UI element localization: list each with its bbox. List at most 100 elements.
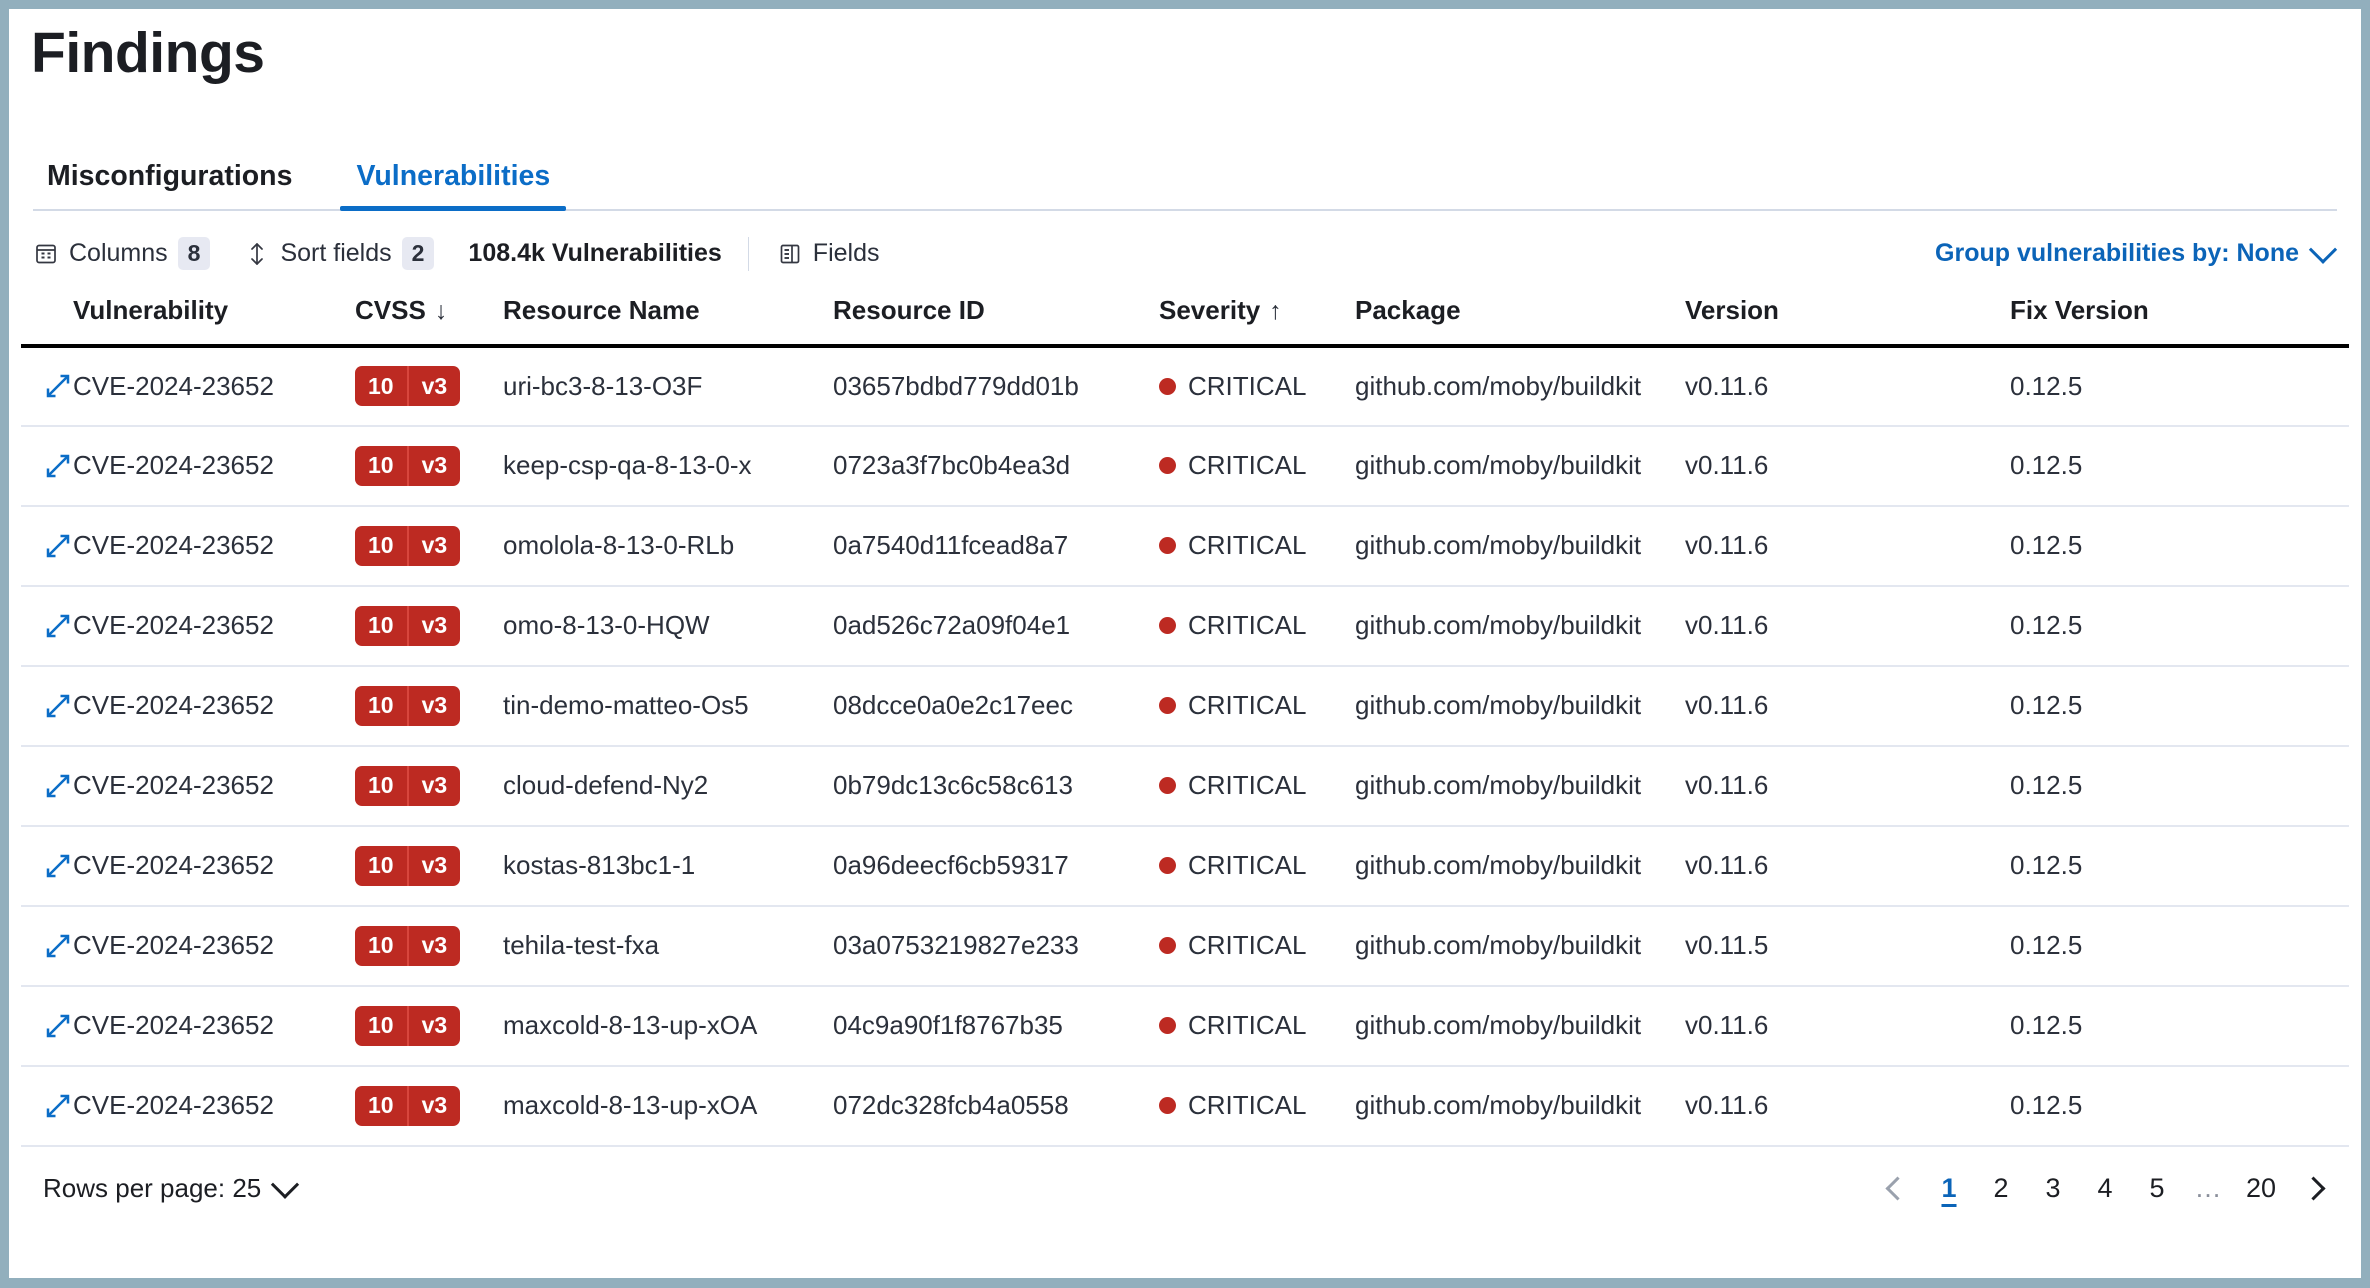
table-row[interactable]: CVE-2024-23652 10 v3 omo-8-13-0-HQW 0ad526c7… xyxy=(21,585,2349,667)
table-body: CVE-2024-23652 10 v3 uri-bc3-8-13-O3F 03657b… xyxy=(21,345,2349,1147)
columns-label: Columns xyxy=(69,239,168,268)
table-row[interactable]: CVE-2024-23652 10 v3 maxcold-8-13-up-xOA 04c… xyxy=(21,985,2349,1067)
table-row[interactable]: CVE-2024-23652 10 v3 cloud-defend-Ny2 0b79dc… xyxy=(21,745,2349,827)
group-vulnerabilities-by-dropdown[interactable]: Group vulnerabilities by: None xyxy=(1935,235,2338,268)
severity-label: CRITICAL xyxy=(1188,370,1307,401)
expand-row-cell[interactable] xyxy=(21,505,73,587)
page-number-1[interactable]: 1 xyxy=(1941,1173,1957,1204)
cell-version: v0.11.6 xyxy=(1685,825,2010,907)
cell-vulnerability: CVE-2024-23652 xyxy=(73,985,355,1067)
page-number-3[interactable]: 3 xyxy=(2045,1173,2061,1204)
status-badge: CRITICAL xyxy=(1159,1090,1355,1121)
resource-name: maxcold-8-13-up-xOA xyxy=(503,1090,758,1121)
table-row[interactable]: CVE-2024-23652 10 v3 tin-demo-matteo-Os5 08d… xyxy=(21,665,2349,747)
resource-name: uri-bc3-8-13-O3F xyxy=(503,370,703,401)
col-header-severity[interactable]: Severity ↑ xyxy=(1159,290,1355,348)
rows-per-page-dropdown[interactable]: Rows per page: 25 xyxy=(33,1170,300,1204)
cell-vulnerability: CVE-2024-23652 xyxy=(73,905,355,987)
page-number-5[interactable]: 5 xyxy=(2149,1173,2165,1204)
cell-resource-name: maxcold-8-13-up-xOA xyxy=(503,985,833,1067)
expand-row-cell[interactable] xyxy=(21,825,73,907)
previous-page-button[interactable] xyxy=(1873,1163,1921,1215)
cvss-badge: 10 v3 xyxy=(355,366,461,407)
expand-row-cell[interactable] xyxy=(21,905,73,987)
col-header-fix-version[interactable]: Fix Version xyxy=(2010,290,2349,348)
col-header-resource-name-label: Resource Name xyxy=(503,294,700,325)
page-number-2[interactable]: 2 xyxy=(1993,1173,2009,1204)
cell-fix-version: 0.12.5 xyxy=(2010,905,2349,987)
status-badge: CRITICAL xyxy=(1159,610,1355,641)
severity-dot-icon xyxy=(1159,1097,1176,1115)
expand-icon[interactable] xyxy=(43,451,73,481)
severity-label: CRITICAL xyxy=(1188,530,1307,561)
col-header-severity-label: Severity xyxy=(1159,294,1261,325)
cell-severity: CRITICAL xyxy=(1159,585,1355,667)
expand-icon[interactable] xyxy=(43,531,73,561)
expand-row-cell[interactable] xyxy=(21,585,73,667)
tab-misconfigurations[interactable]: Misconfigurations xyxy=(31,160,308,211)
expand-icon[interactable] xyxy=(43,1011,73,1041)
cvss-score: 10 xyxy=(368,1092,394,1119)
col-header-resource-id[interactable]: Resource ID xyxy=(833,290,1159,348)
col-header-package[interactable]: Package xyxy=(1355,290,1685,348)
pagination: 1 2 3 4 5 … 20 xyxy=(1873,1163,2337,1215)
col-header-vulnerability[interactable]: Vulnerability xyxy=(73,290,355,348)
cell-vulnerability: CVE-2024-23652 xyxy=(73,585,355,667)
expand-row-cell[interactable] xyxy=(21,425,73,507)
resource-id: 0a7540d11fcead8a7 xyxy=(833,530,1069,561)
page-number-20[interactable]: 20 xyxy=(2245,1173,2277,1204)
cvss-version: v3 xyxy=(406,1005,461,1046)
columns-button[interactable]: Columns 8 xyxy=(33,236,211,271)
expand-row-cell[interactable] xyxy=(21,665,73,747)
table-row[interactable]: CVE-2024-23652 10 v3 maxcold-8-13-up-xOA 072… xyxy=(21,1065,2349,1147)
col-header-vulnerability-label: Vulnerability xyxy=(73,294,229,325)
vulnerability-id: CVE-2024-23652 xyxy=(73,1090,274,1121)
fields-button[interactable]: Fields xyxy=(777,239,879,268)
page-number-4[interactable]: 4 xyxy=(2097,1173,2113,1204)
resource-name: maxcold-8-13-up-xOA xyxy=(503,1010,758,1041)
version-value: v0.11.6 xyxy=(1685,1090,1769,1121)
cvss-badge: 10 v3 xyxy=(355,605,461,646)
cvss-score: 10 xyxy=(368,372,394,399)
cell-fix-version: 0.12.5 xyxy=(2010,345,2349,427)
expand-icon[interactable] xyxy=(43,1091,73,1121)
cell-package: github.com/moby/buildkit xyxy=(1355,425,1685,507)
expand-icon[interactable] xyxy=(43,691,73,721)
col-header-cvss[interactable]: CVSS ↓ xyxy=(355,290,503,348)
expand-row-cell[interactable] xyxy=(21,985,73,1067)
table-row[interactable]: CVE-2024-23652 10 v3 keep-csp-qa-8-13-0-x 07… xyxy=(21,425,2349,507)
table-row[interactable]: CVE-2024-23652 10 v3 kostas-813bc1-1 0a96dee… xyxy=(21,825,2349,907)
cvss-badge: 10 v3 xyxy=(355,1085,461,1126)
resource-id: 0ad526c72a09f04e1 xyxy=(833,610,1071,641)
cell-cvss: 10 v3 xyxy=(355,505,503,587)
expand-icon[interactable] xyxy=(43,931,73,961)
version-value: v0.11.6 xyxy=(1685,850,1769,881)
expand-icon[interactable] xyxy=(43,371,73,401)
expand-icon[interactable] xyxy=(43,851,73,881)
expand-row-cell[interactable] xyxy=(21,745,73,827)
expand-row-cell[interactable] xyxy=(21,1065,73,1147)
cell-severity: CRITICAL xyxy=(1159,825,1355,907)
cell-fix-version: 0.12.5 xyxy=(2010,425,2349,507)
col-header-version[interactable]: Version xyxy=(1685,290,2010,348)
expand-row-cell[interactable] xyxy=(21,345,73,427)
table-row[interactable]: CVE-2024-23652 10 v3 uri-bc3-8-13-O3F 03657b… xyxy=(21,345,2349,427)
expand-icon[interactable] xyxy=(43,771,73,801)
table-row[interactable]: CVE-2024-23652 10 v3 tehila-test-fxa 03a0753… xyxy=(21,905,2349,987)
rows-per-page-label: Rows per page: 25 xyxy=(43,1173,262,1204)
table-row[interactable]: CVE-2024-23652 10 v3 omolola-8-13-0-RLb 0a75… xyxy=(21,505,2349,587)
expand-icon[interactable] xyxy=(43,611,73,641)
cvss-version: v3 xyxy=(406,845,461,886)
cell-resource-name: omolola-8-13-0-RLb xyxy=(503,505,833,587)
severity-dot-icon xyxy=(1159,697,1176,715)
cell-resource-id: 03a0753219827e233 xyxy=(833,905,1159,987)
col-header-resource-name[interactable]: Resource Name xyxy=(503,290,833,348)
sort-fields-button[interactable]: Sort fields 2 xyxy=(244,236,435,271)
col-header-expand xyxy=(21,290,73,348)
cell-resource-name: maxcold-8-13-up-xOA xyxy=(503,1065,833,1147)
cell-fix-version: 0.12.5 xyxy=(2010,1065,2349,1147)
cell-vulnerability: CVE-2024-23652 xyxy=(73,505,355,587)
tab-vulnerabilities[interactable]: Vulnerabilities xyxy=(340,160,566,211)
cell-package: github.com/moby/buildkit xyxy=(1355,985,1685,1067)
next-page-button[interactable] xyxy=(2289,1163,2337,1215)
